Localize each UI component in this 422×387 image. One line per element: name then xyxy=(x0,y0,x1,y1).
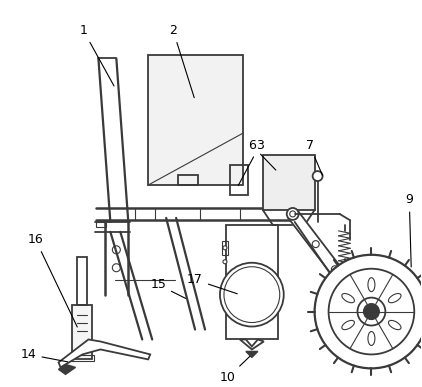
Bar xyxy=(78,257,87,305)
Text: 3: 3 xyxy=(238,139,264,186)
Bar xyxy=(263,155,315,210)
Polygon shape xyxy=(240,339,264,349)
Text: 9: 9 xyxy=(406,194,413,267)
Bar xyxy=(230,165,248,195)
Text: 2: 2 xyxy=(169,24,194,98)
Circle shape xyxy=(290,211,296,217)
Text: 16: 16 xyxy=(28,233,77,327)
Circle shape xyxy=(357,298,385,325)
Ellipse shape xyxy=(342,293,354,303)
Text: 15: 15 xyxy=(150,278,186,298)
Bar xyxy=(148,55,243,185)
Circle shape xyxy=(331,266,338,273)
Polygon shape xyxy=(288,210,374,318)
Ellipse shape xyxy=(388,320,401,330)
Bar xyxy=(70,355,95,361)
Circle shape xyxy=(223,260,227,264)
Ellipse shape xyxy=(388,293,401,303)
Circle shape xyxy=(315,255,422,368)
Text: 7: 7 xyxy=(306,139,322,175)
Circle shape xyxy=(223,246,227,250)
Ellipse shape xyxy=(368,332,375,346)
Polygon shape xyxy=(246,351,258,358)
Ellipse shape xyxy=(368,278,375,292)
Polygon shape xyxy=(59,365,76,374)
Circle shape xyxy=(287,208,299,220)
Bar xyxy=(178,175,198,185)
Circle shape xyxy=(220,263,284,327)
Bar xyxy=(222,241,228,255)
Ellipse shape xyxy=(342,320,354,330)
Bar xyxy=(226,225,278,339)
Circle shape xyxy=(313,171,322,181)
Text: 6: 6 xyxy=(248,139,276,170)
Bar xyxy=(73,305,92,360)
Circle shape xyxy=(363,304,379,320)
Circle shape xyxy=(112,246,120,254)
Polygon shape xyxy=(59,339,150,367)
Text: 10: 10 xyxy=(220,356,250,384)
Text: 14: 14 xyxy=(21,348,68,362)
Text: 1: 1 xyxy=(79,24,114,86)
Circle shape xyxy=(112,264,120,272)
Circle shape xyxy=(329,269,414,354)
Circle shape xyxy=(312,241,319,248)
Circle shape xyxy=(224,267,280,322)
Bar xyxy=(96,222,106,227)
Text: 17: 17 xyxy=(187,273,237,294)
